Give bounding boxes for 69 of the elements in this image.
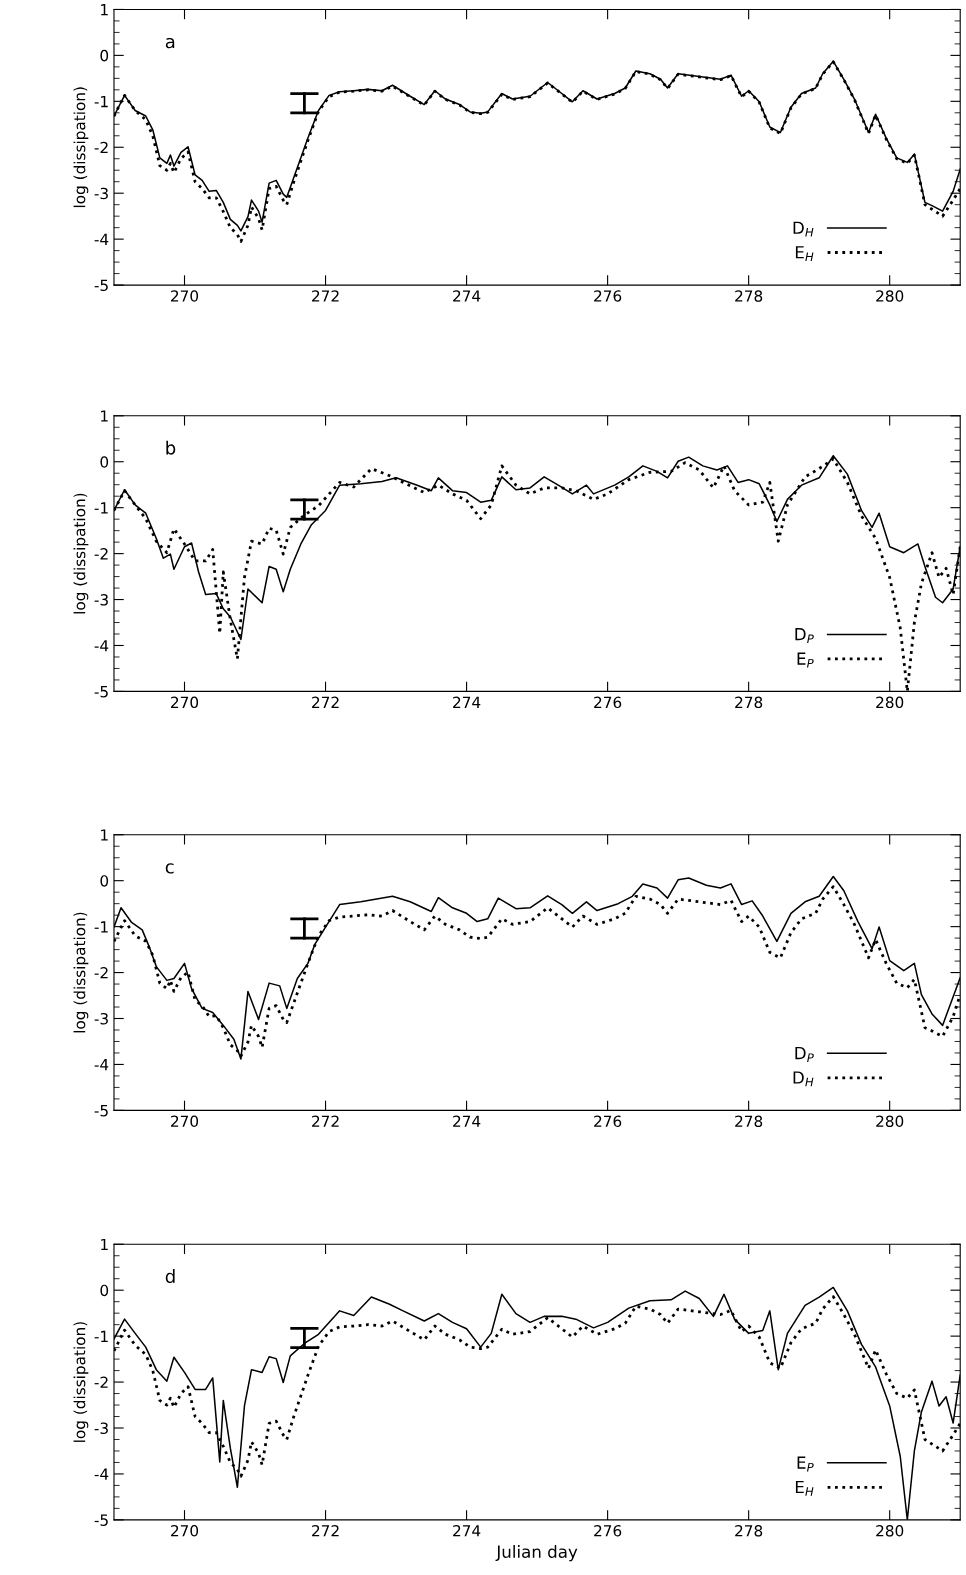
x-tick-label: 278 [735, 1525, 763, 1537]
x-tick-label: 278 [735, 1115, 763, 1128]
y-tick-label: 1 [101, 829, 108, 841]
y-axis-title: log (dissipation) [73, 912, 89, 1033]
y-tick-label: -2 [94, 141, 108, 154]
x-tick-label: 278 [735, 696, 763, 709]
x-tick-label: 274 [453, 290, 481, 302]
legend-label: E$_{H}$ [795, 246, 814, 262]
x-tick-label: 276 [594, 290, 622, 302]
legend-label: D$_{P}$ [795, 628, 814, 643]
x-tick-label: 272 [312, 696, 339, 708]
x-tick-label: 272 [312, 290, 339, 302]
y-tick-label: -2 [94, 1376, 108, 1388]
y-tick-label: 0 [100, 875, 109, 887]
y-tick-label: -1 [94, 1330, 108, 1342]
legend-label: E$_{P}$ [797, 652, 814, 668]
x-tick-label: 280 [876, 290, 904, 302]
y-tick-label: -2 [94, 548, 108, 560]
x-tick-label: 270 [171, 1115, 199, 1128]
x-tick-label: 280 [876, 1525, 904, 1537]
x-tick-label: 274 [453, 1115, 481, 1127]
y-tick-label: -3 [94, 187, 108, 200]
y-tick-label: 1 [101, 4, 108, 16]
annotation: c [165, 863, 174, 874]
y-tick-label: -4 [94, 1468, 109, 1480]
x-tick-label: 274 [453, 1525, 481, 1537]
legend-label: D$_{H}$ [793, 1071, 814, 1087]
y-tick-label: -1 [94, 921, 108, 933]
legend-label: E$_{P}$ [797, 1456, 814, 1472]
y-tick-label: -5 [94, 686, 108, 698]
y-tick-label: -3 [94, 594, 108, 606]
annotation: d [165, 1269, 175, 1284]
legend-label: D$_{H}$ [793, 221, 814, 237]
y-tick-label: 1 [101, 410, 108, 422]
y-tick-label: -3 [94, 1422, 108, 1435]
x-tick-label: 272 [312, 1525, 339, 1537]
y-tick-label: -1 [94, 502, 108, 514]
y-tick-label: 0 [100, 1284, 109, 1297]
x-tick-label: 270 [171, 1525, 199, 1537]
x-tick-label: 280 [876, 1115, 904, 1128]
y-axis-title: log (dissipation) [73, 87, 89, 208]
y-tick-label: -1 [94, 95, 108, 108]
x-tick-label: 280 [876, 696, 904, 709]
x-tick-label: 270 [171, 696, 199, 709]
y-tick-label: 0 [100, 49, 109, 62]
y-tick-label: -2 [94, 967, 108, 979]
y-tick-label: -4 [94, 640, 109, 652]
y-tick-label: -3 [94, 1012, 108, 1025]
x-tick-label: 270 [171, 290, 199, 302]
annotation: a [165, 37, 175, 49]
y-axis-title: log (dissipation) [73, 1322, 89, 1442]
y-tick-label: 1 [101, 1238, 108, 1251]
annotation: b [166, 440, 176, 455]
x-tick-label: 276 [594, 696, 622, 709]
y-tick-label: 0 [100, 456, 109, 468]
x-tick-label: 276 [594, 1525, 622, 1537]
y-tick-label: -5 [94, 279, 108, 292]
legend-label: D$_{P}$ [795, 1047, 814, 1062]
y-tick-label: -5 [94, 1105, 108, 1117]
x-tick-label: 272 [312, 1115, 339, 1127]
y-axis-title: log (dissipation) [73, 493, 89, 614]
y-tick-label: -5 [94, 1514, 108, 1526]
x-axis-title: Julian day [495, 1545, 578, 1562]
x-tick-label: 276 [594, 1115, 622, 1128]
x-tick-label: 278 [735, 290, 763, 302]
y-tick-label: -4 [94, 233, 109, 245]
legend-label: E$_{H}$ [795, 1480, 814, 1496]
y-tick-label: -4 [94, 1059, 109, 1071]
x-tick-label: 274 [453, 696, 481, 708]
